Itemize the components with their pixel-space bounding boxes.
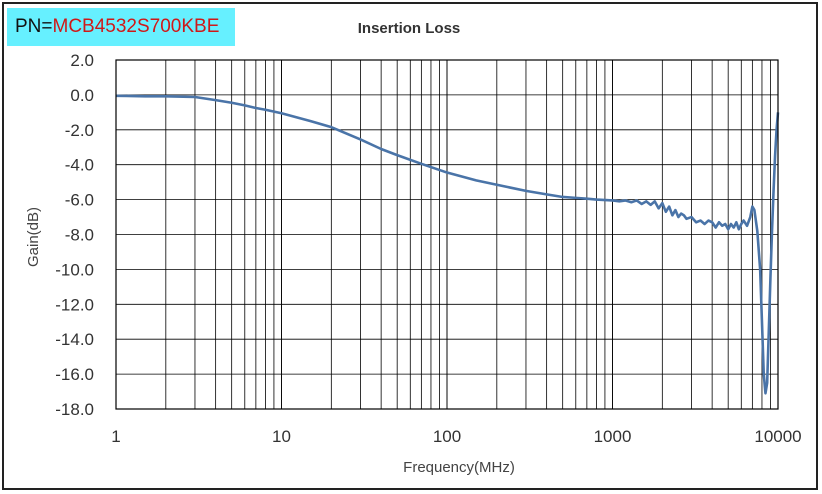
y-tick-label: -16.0 [55,365,94,384]
chart-title: Insertion Loss [358,20,461,37]
x-axis-label: Frequency(MHz) [403,459,515,476]
x-tick-label: 1 [111,427,120,446]
x-tick-label: 10 [272,427,291,446]
y-tick-label: -10.0 [55,260,94,279]
part-number-value: MCB4532S700KBE [52,16,220,37]
y-tick-labels: 2.0 0.0 -2.0 -4.0 -6.0 -8.0 -10.0 -12.0 -14.0 -16… [55,51,94,419]
y-tick-label: -4.0 [65,156,94,175]
x-tick-label: 10000 [754,427,801,446]
x-tick-label: 100 [433,427,461,446]
part-number-prefix: PN= [15,16,53,37]
y-tick-label: -14.0 [55,330,94,349]
y-tick-label: -6.0 [65,191,94,210]
series-line-insertion-loss [115,94,780,395]
y-tick-label: -12.0 [55,295,94,314]
y-tick-label: -18.0 [55,400,94,419]
y-tick-label: -2.0 [65,121,94,140]
insertion-loss-chart: Insertion Loss 2.0 0.0 -2.0 -4.0 -6.0 -8.0 -10… [25,20,802,476]
grid [116,60,778,409]
y-tick-label: -8.0 [65,226,94,245]
x-tick-labels: 1 10 100 1000 10000 [111,427,801,446]
x-tick-label: 1000 [594,427,632,446]
y-tick-label: 2.0 [70,51,94,70]
part-number-badge: PN= MCB4532S700KBE [7,8,235,46]
y-tick-label: 0.0 [70,86,94,105]
y-axis-label: Gain(dB) [25,207,42,267]
plot-area-border [115,59,779,410]
